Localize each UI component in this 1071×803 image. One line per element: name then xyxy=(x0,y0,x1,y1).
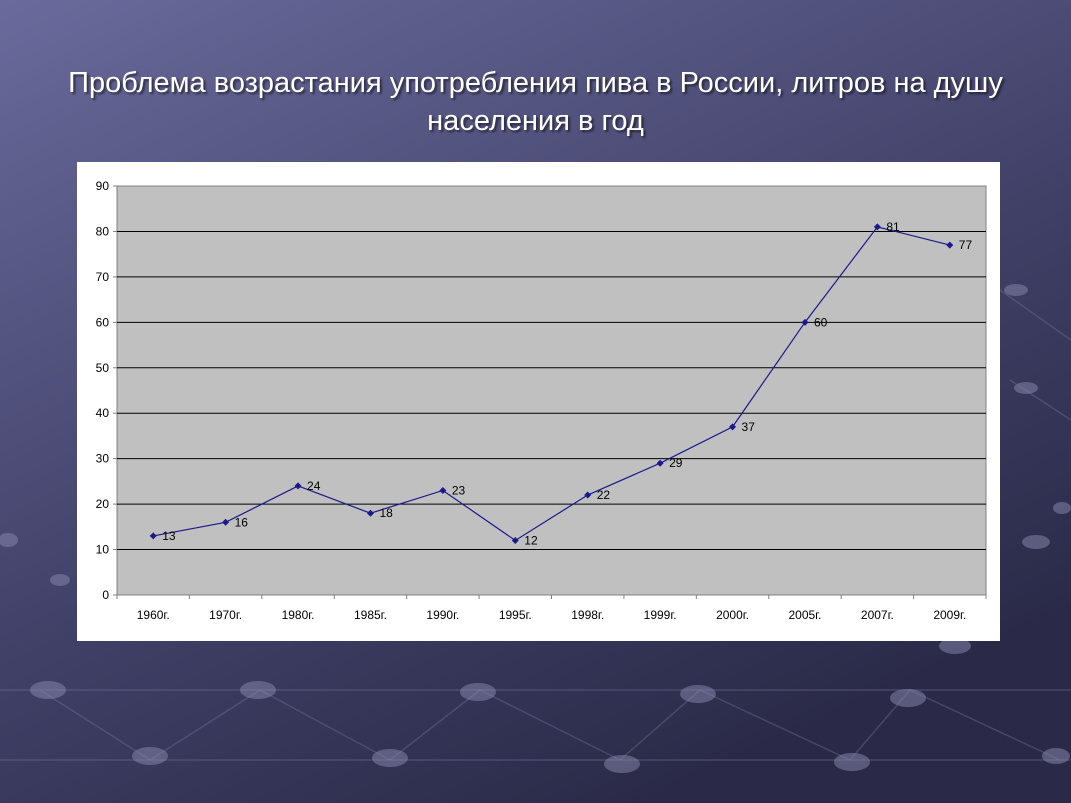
y-tick-label: 0 xyxy=(102,588,109,602)
decorative-dots xyxy=(0,284,1071,773)
y-tick-label: 70 xyxy=(96,270,110,284)
x-tick-label: 1960г. xyxy=(137,608,170,622)
y-tick-label: 50 xyxy=(96,361,110,375)
data-label: 77 xyxy=(959,238,973,252)
chart-panel: 0 10 20 30 40 50 60 70 80 90 1960г. 1970г. 1980г. 19… xyxy=(77,162,1000,641)
y-tick-label: 10 xyxy=(96,543,110,557)
x-tick-label: 1970г. xyxy=(209,608,242,622)
x-tick-label: 1995г. xyxy=(499,608,532,622)
data-label: 16 xyxy=(235,515,249,529)
data-point-marker xyxy=(946,241,954,249)
data-point-marker xyxy=(294,482,302,490)
data-label: 29 xyxy=(669,456,683,470)
y-tick-label: 40 xyxy=(96,406,110,420)
x-tick-label: 2000г. xyxy=(716,608,749,622)
y-axis-ticks: 0 10 20 30 40 50 60 70 80 90 xyxy=(96,179,117,602)
data-point-marker xyxy=(873,223,881,231)
x-axis-ticks: 1960г. 1970г. 1980г. 1985г. 1990г. 1995г. 1998… xyxy=(116,595,987,622)
data-label: 22 xyxy=(597,488,611,502)
data-point-marker xyxy=(149,532,157,540)
slide-title: Проблема возрастания употребления пива в… xyxy=(68,67,1003,137)
data-label: 13 xyxy=(162,529,176,543)
decorative-network-pattern xyxy=(0,289,1071,761)
data-label: 81 xyxy=(886,220,900,234)
y-tick-label: 60 xyxy=(96,315,110,329)
plot-area xyxy=(116,185,987,596)
data-point-marker xyxy=(656,459,664,467)
x-tick-label: 2005г. xyxy=(788,608,821,622)
data-labels: 13 16 24 18 23 12 22 29 37 60 81 77 xyxy=(162,220,972,548)
y-tick-label: 90 xyxy=(96,179,110,193)
data-label: 60 xyxy=(814,315,828,329)
x-tick-label: 1980г. xyxy=(282,608,315,622)
x-tick-label: 1998г. xyxy=(571,608,604,622)
x-tick-label: 2007г. xyxy=(861,608,894,622)
data-point-marker xyxy=(366,509,374,517)
y-tick-label: 80 xyxy=(96,224,110,238)
data-point-marker xyxy=(222,518,230,526)
x-tick-label: 1985г. xyxy=(354,608,387,622)
data-label: 12 xyxy=(524,533,538,547)
gridlines xyxy=(117,230,986,551)
data-label: 23 xyxy=(452,483,466,497)
data-point-marker xyxy=(729,423,737,431)
data-label: 37 xyxy=(742,420,756,434)
data-point-marker xyxy=(584,491,592,499)
x-tick-label: 2009г. xyxy=(933,608,966,622)
data-label: 24 xyxy=(307,479,321,493)
y-tick-label: 20 xyxy=(96,497,110,511)
series-line xyxy=(153,226,950,542)
y-tick-label: 30 xyxy=(96,452,110,466)
x-tick-label: 1990г. xyxy=(426,608,459,622)
data-point-marker xyxy=(439,486,447,494)
data-point-marker xyxy=(801,318,809,326)
x-tick-label: 1999г. xyxy=(644,608,677,622)
data-label: 18 xyxy=(379,506,393,520)
